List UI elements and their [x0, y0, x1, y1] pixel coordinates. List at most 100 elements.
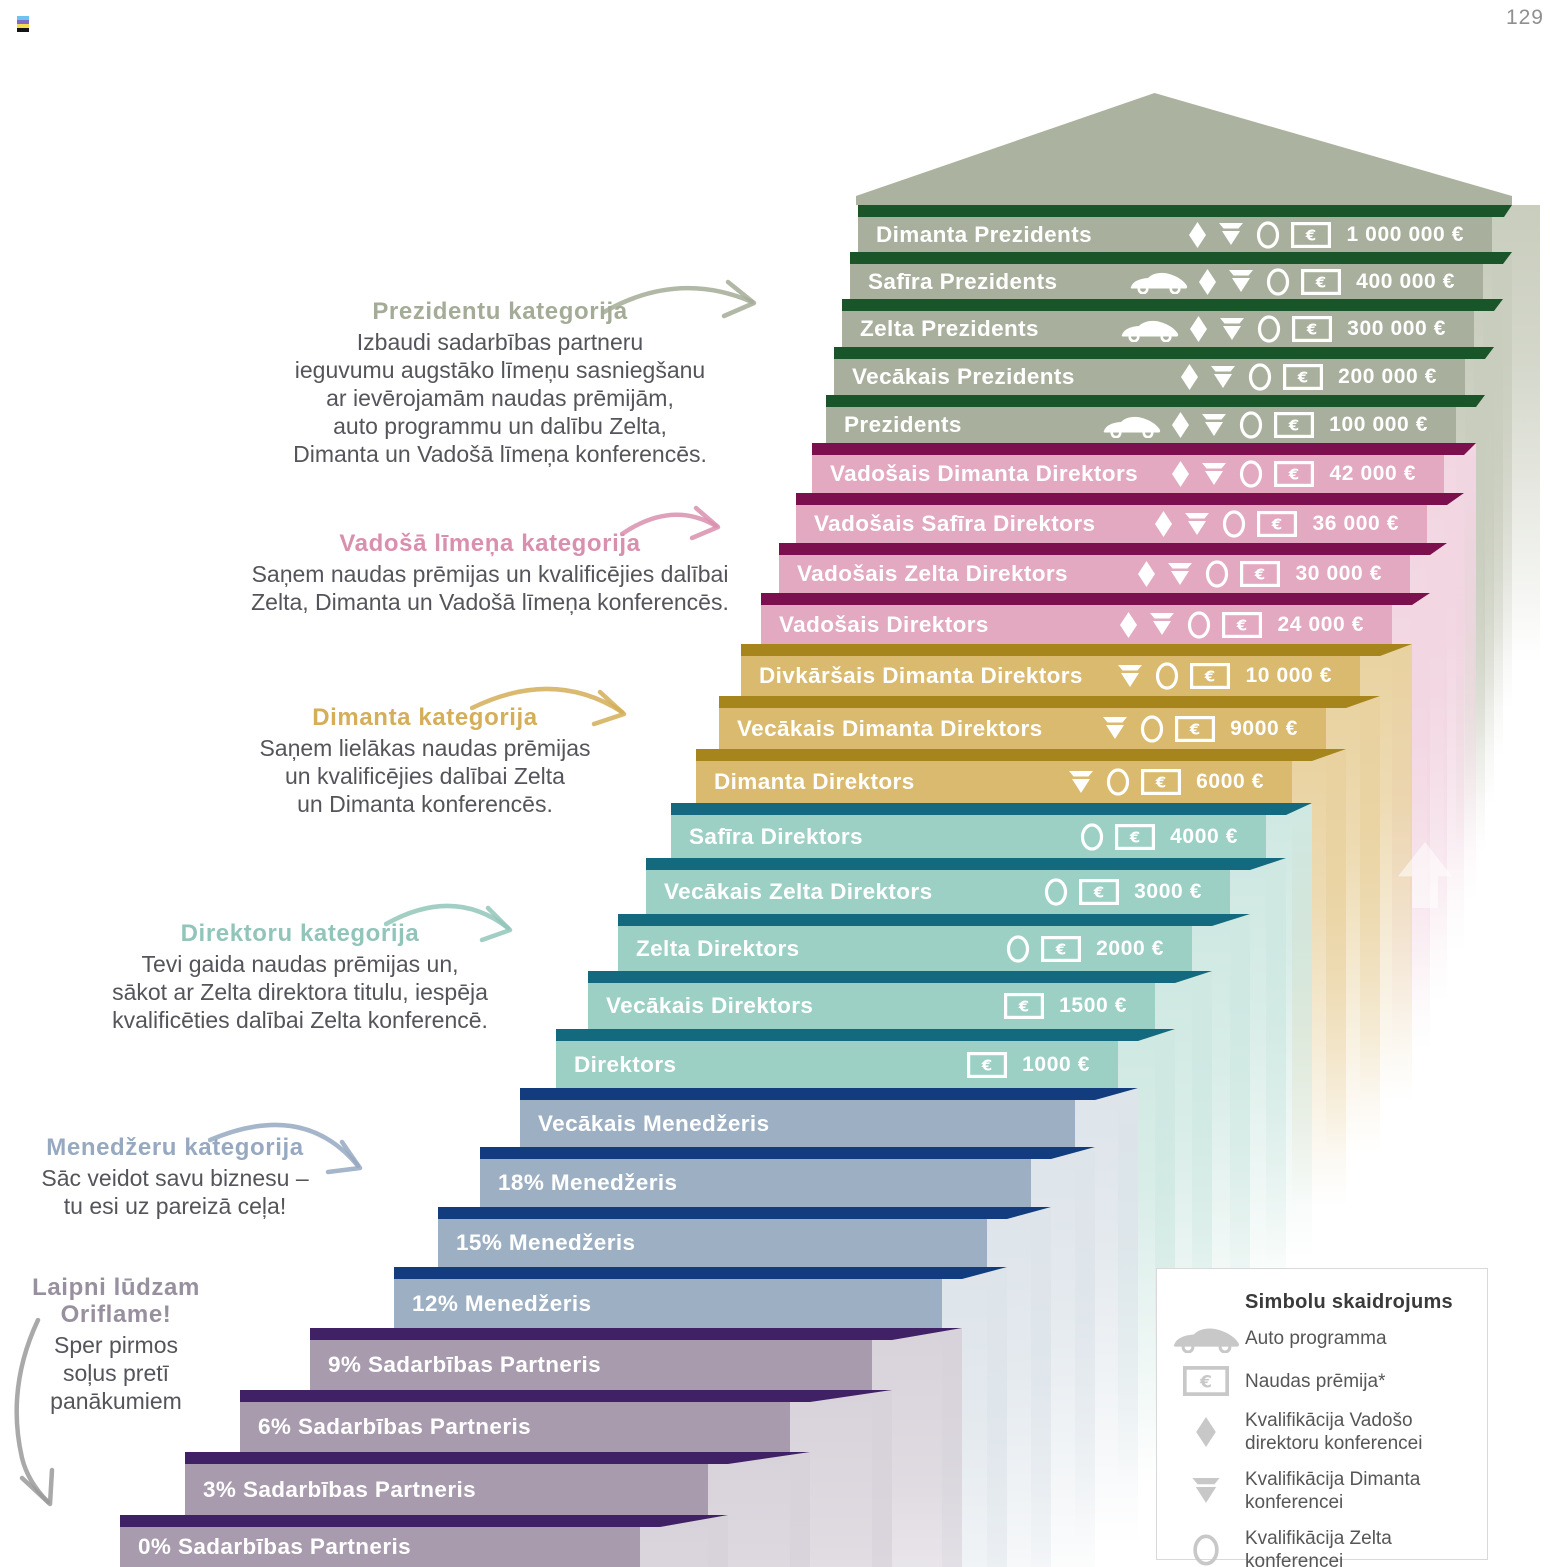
step-vec-kais-zelta-direktors: Vecākais Zelta Direktors €3000 €: [646, 870, 1230, 914]
annotation-body: Saņem naudas prēmijas un kvalificējies d…: [251, 561, 729, 615]
step-riser: [696, 749, 1346, 761]
circle-icon: [1193, 1534, 1219, 1566]
gem-icon: [1168, 562, 1193, 585]
banknote-icon: €: [1301, 268, 1342, 295]
annotation-manager: Menedžeru kategorija Sāc veidot savu bizn…: [30, 1134, 320, 1220]
step-reward-amount: 300 000 €: [1347, 317, 1446, 340]
annotation-heading: Laipni lūdzam Oriflame!: [32, 1274, 200, 1328]
circle-icon: [1249, 363, 1272, 391]
step-reward-icons: €: [1067, 768, 1182, 796]
annotation-welcome: Laipni lūdzam Oriflame! Sper pirmos soļus…: [25, 1274, 207, 1415]
annotation-heading: Dimanta kategorija: [312, 704, 538, 731]
step-label: Vecākais Dimanta Direktors: [737, 715, 1043, 741]
step-riser: [834, 347, 1494, 359]
diamond-icon: [1181, 364, 1199, 390]
circle-icon: [1223, 510, 1246, 538]
annotation-arrow-icon: [470, 686, 627, 727]
gem-icon: [1219, 223, 1244, 245]
annotation-body: Sper pirmos soļus pretī panākumiem: [50, 1332, 182, 1414]
legend-icon-cell: [1167, 1478, 1245, 1504]
banknote-icon: €: [1274, 412, 1315, 438]
step-label: Zelta Direktors: [636, 935, 800, 961]
legend-item-label: Naudas prēmija*: [1245, 1370, 1386, 1392]
gem-icon: [1192, 1478, 1220, 1503]
banknote-icon: €: [1292, 316, 1333, 342]
diamond-icon: [1155, 511, 1173, 537]
step-reward-amount: 36 000 €: [1312, 512, 1399, 535]
banknote-icon: €: [1190, 663, 1231, 689]
banknote-icon: €: [1175, 715, 1216, 742]
gem-icon: [1069, 770, 1094, 793]
step-reward-amount: 3000 €: [1134, 880, 1202, 903]
legend-item: € Naudas prēmija*: [1167, 1366, 1477, 1396]
step-6-sadarb-bas-partneris: 6% Sadarbības Partneris: [240, 1402, 790, 1452]
banknote-icon: €: [1291, 221, 1332, 248]
legend: Simbolu skaidrojums Auto programma € Nauda…: [1156, 1268, 1488, 1567]
step-reward-amount: 100 000 €: [1329, 413, 1428, 436]
diamond-icon: [1172, 461, 1190, 487]
step-reward-icons: €: [1130, 267, 1342, 296]
step-riser: [719, 696, 1380, 708]
banknote-icon: €: [1115, 823, 1156, 850]
step-vec-kais-prezidents: Vecākais Prezidents €200 000 €: [834, 359, 1465, 395]
car-icon: [1130, 272, 1188, 294]
step-riser: [646, 858, 1286, 870]
annotation-heading: Menedžeru kategorija: [46, 1134, 304, 1161]
step-label: 6% Sadarbības Partneris: [258, 1414, 532, 1439]
step-reward-icons: €: [1189, 220, 1332, 249]
step-vado-ais-dimanta-direktors: Vadošais Dimanta Direktors €42 000 €: [812, 455, 1444, 493]
print-registration-mark: [17, 16, 29, 32]
circle-icon: [1267, 267, 1290, 296]
legend-item-label: Kvalifikācija Dimanta konferencei: [1245, 1469, 1421, 1513]
step-dimanta-prezidents: Dimanta Prezidents €1 000 000 €: [858, 217, 1492, 252]
step-riser: [842, 299, 1503, 311]
step-label: 9% Sadarbības Partneris: [328, 1352, 602, 1377]
step-reward-icons: €: [1103, 411, 1315, 439]
step-saf-ra-direktors: Safīra Direktors €4000 €: [671, 815, 1266, 858]
diamond-icon: [1190, 316, 1208, 342]
step-label: Vadošais Direktors: [779, 611, 989, 637]
legend-item-label: Kvalifikācija Zelta konferencei: [1245, 1528, 1392, 1567]
step-label: 3% Sadarbības Partneris: [203, 1476, 477, 1502]
annotation-body: Saņem lielākas naudas prēmijas un kvalif…: [259, 735, 591, 817]
gem-icon: [1103, 717, 1128, 739]
step-vado-ais-zelta-direktors: Vadošais Zelta Direktors €30 000 €: [779, 555, 1410, 593]
step-label: Vadošais Zelta Direktors: [797, 561, 1068, 586]
step-0-sadarb-bas-partneris: 0% Sadarbības Partneris: [120, 1527, 640, 1567]
step-reward-amount: 6000 €: [1196, 770, 1264, 793]
step-vado-ais-direktors: Vadošais Direktors €24 000 €: [761, 605, 1392, 644]
step-reward-icons: €: [1101, 714, 1216, 743]
annotation-leading: Vadošā līmeņa kategorija Saņem naudas prē…: [235, 530, 745, 616]
step-riser: [588, 971, 1212, 983]
gem-icon: [1229, 270, 1254, 292]
legend-item: Kvalifikācija Vadošo direktoru konferenc…: [1167, 1409, 1477, 1455]
step-riser: [671, 803, 1312, 815]
step-riser: [779, 543, 1447, 555]
step-label: Dimanta Prezidents: [876, 221, 1093, 247]
step-label: 18% Menedžeris: [498, 1170, 678, 1195]
step-reward-amount: 10 000 €: [1245, 664, 1332, 687]
circle-icon: [1107, 768, 1130, 796]
step-label: Vecākais Zelta Direktors: [664, 879, 933, 904]
svg-text:€: €: [1288, 417, 1299, 435]
step-label: Divkāršais Dimanta Direktors: [759, 663, 1083, 688]
banknote-icon: €: [1240, 561, 1281, 587]
circle-icon: [1045, 878, 1068, 906]
step-18-mened-eris: 18% Menedžeris: [480, 1159, 1031, 1207]
step-vec-kais-mened-eris: Vecākais Menedžeris: [520, 1100, 1075, 1147]
step-3-sadarb-bas-partneris: 3% Sadarbības Partneris: [185, 1464, 708, 1515]
gem-icon: [1220, 317, 1245, 340]
step-label: Vecākais Menedžeris: [538, 1110, 770, 1136]
step-riser: [618, 914, 1250, 926]
step-vec-kais-direktors: Vecākais Direktors €1500 €: [588, 983, 1155, 1029]
step-label: 12% Menedžeris: [412, 1290, 592, 1316]
step-reward-icons: €: [1116, 662, 1231, 690]
svg-text:€: €: [1288, 466, 1299, 484]
gem-icon: [1150, 613, 1175, 635]
banknote-icon: €: [1041, 935, 1082, 962]
step-reward-amount: 1500 €: [1059, 994, 1127, 1017]
step-reward-icons: €: [1121, 315, 1333, 343]
step-label: Vadošais Safīra Direktors: [814, 511, 1096, 536]
banknote-icon: €: [1257, 511, 1298, 537]
diamond-icon: [1199, 268, 1217, 295]
